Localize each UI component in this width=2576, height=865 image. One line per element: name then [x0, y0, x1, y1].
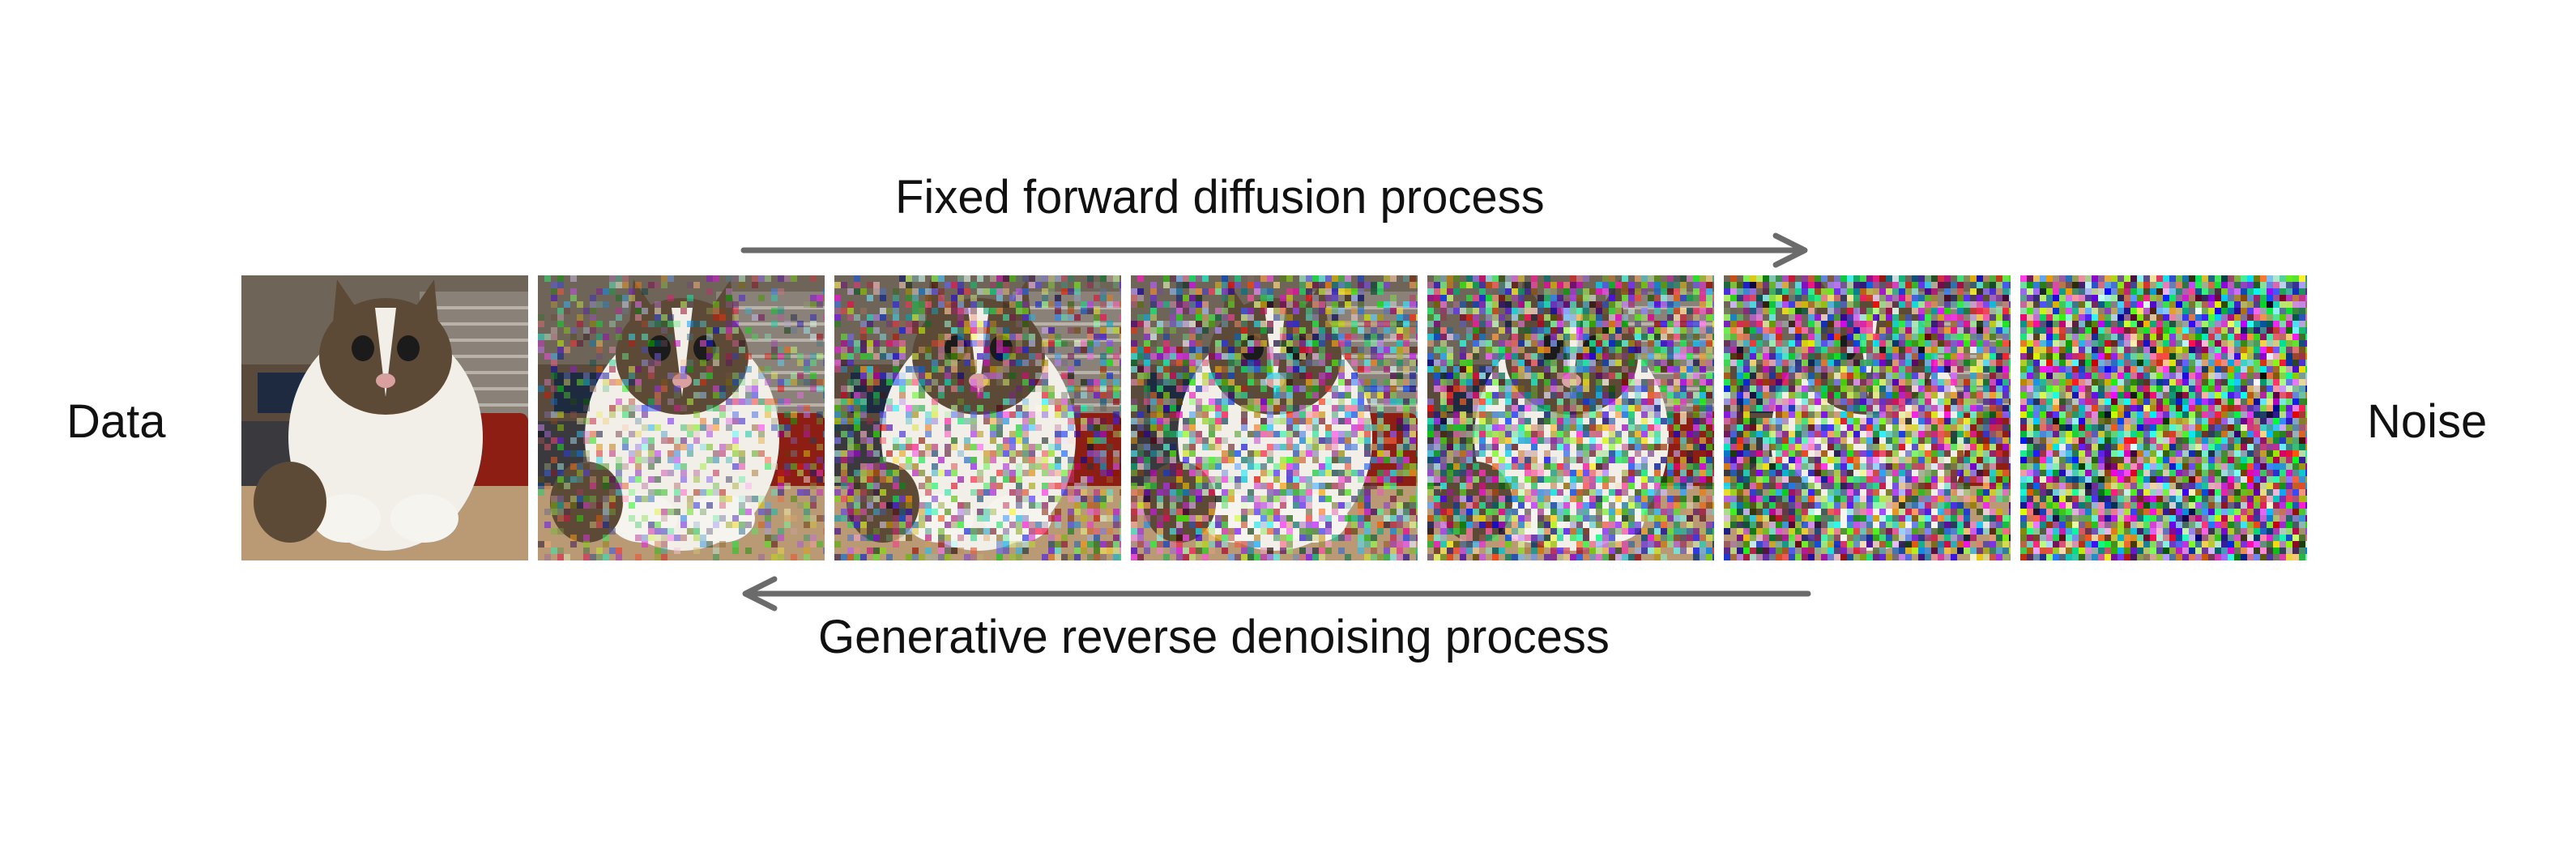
reverse-process-label: Generative reverse denoising process	[818, 611, 1610, 663]
noise-layer	[1131, 275, 1418, 560]
diffusion-frame	[1724, 275, 2011, 560]
noise-layer	[2020, 275, 2307, 560]
diffusion-frame	[1131, 275, 1418, 560]
frame-image	[1427, 275, 1714, 560]
frame-image	[241, 275, 528, 560]
diffusion-image-strip	[241, 275, 2312, 560]
diffusion-frame	[538, 275, 825, 560]
frame-image	[1724, 275, 2011, 560]
forward-process-label: Fixed forward diffusion process	[895, 171, 1545, 224]
diffusion-frame	[2020, 275, 2307, 560]
noise-layer	[834, 275, 1121, 560]
frame-image	[834, 275, 1121, 560]
noise-label: Noise	[2367, 395, 2488, 448]
forward-arrow	[740, 232, 1808, 268]
diffusion-frame	[1427, 275, 1714, 560]
frame-image	[2020, 275, 2307, 560]
noise-layer	[1427, 275, 1714, 560]
noise-layer	[1724, 275, 2011, 560]
diffusion-frame	[241, 275, 528, 560]
noise-layer	[538, 275, 825, 560]
cat-photo	[241, 275, 528, 560]
frame-image	[538, 275, 825, 560]
diffusion-frame	[834, 275, 1121, 560]
data-label: Data	[66, 395, 166, 448]
frame-image	[1131, 275, 1418, 560]
reverse-arrow	[742, 576, 1811, 611]
